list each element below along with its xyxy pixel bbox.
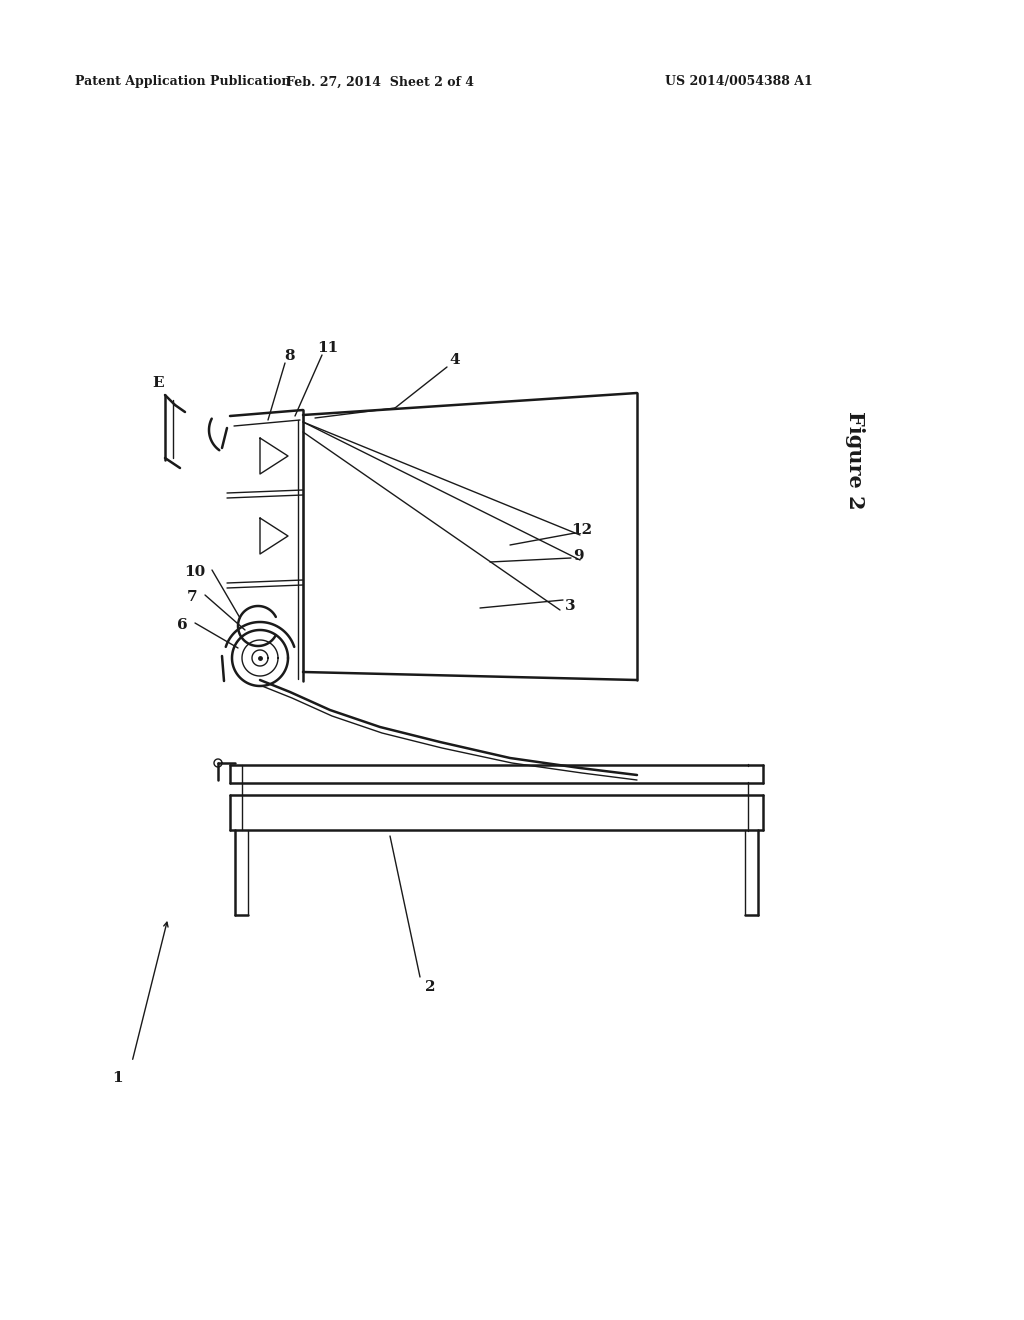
Text: 4: 4: [450, 352, 461, 367]
Text: 6: 6: [177, 618, 187, 632]
Text: 3: 3: [564, 599, 575, 612]
Text: 10: 10: [184, 565, 206, 579]
Text: 9: 9: [572, 549, 584, 564]
Text: US 2014/0054388 A1: US 2014/0054388 A1: [665, 75, 813, 88]
Text: 12: 12: [571, 523, 593, 537]
Text: Figure 2: Figure 2: [845, 411, 865, 510]
Text: 1: 1: [113, 1071, 123, 1085]
Text: 2: 2: [425, 979, 435, 994]
Text: 11: 11: [317, 341, 339, 355]
Text: 8: 8: [285, 348, 295, 363]
Text: Patent Application Publication: Patent Application Publication: [75, 75, 291, 88]
Text: 7: 7: [186, 590, 198, 605]
Text: Feb. 27, 2014  Sheet 2 of 4: Feb. 27, 2014 Sheet 2 of 4: [286, 75, 474, 88]
Text: E: E: [153, 376, 164, 389]
